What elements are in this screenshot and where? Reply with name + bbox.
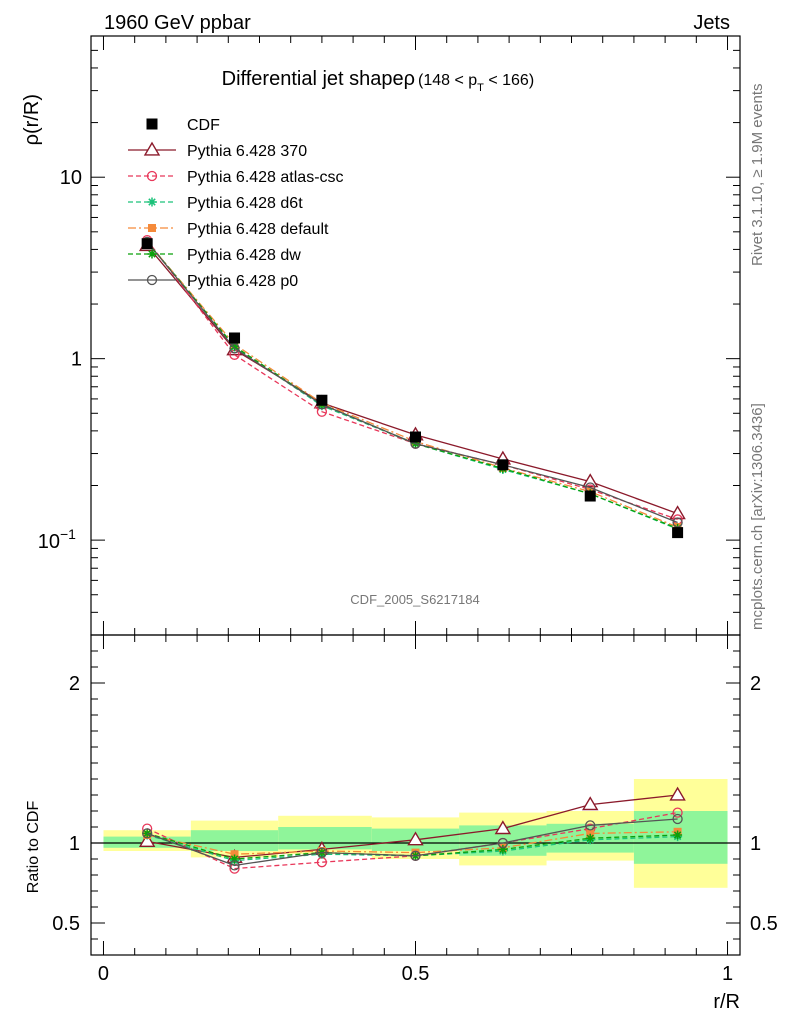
legend-entry-CDF: CDF — [146, 117, 220, 134]
ratio-point-p370 — [494, 820, 512, 835]
ratio-ytick-label-left: 0.5 — [52, 913, 80, 935]
main-point-CDF — [141, 238, 153, 250]
ratio-point-dw — [498, 844, 508, 854]
legend-marker-atlas — [146, 170, 158, 182]
main-series-CDF — [141, 238, 684, 539]
main-line-p0 — [146, 241, 678, 524]
legend-entry-default: Pythia 6.428 default — [128, 221, 329, 238]
legend-label-p370: Pythia 6.428 370 — [187, 143, 307, 160]
ratio-band-inner — [278, 827, 372, 850]
ratio-point-p0 — [497, 837, 509, 849]
ratio-point-default — [586, 829, 595, 838]
ratio-point-p0 — [672, 813, 683, 825]
main-title-range-start: (148 < p — [418, 72, 477, 89]
main-ytick-label-0.1: 10 — [38, 531, 60, 553]
main-point-CDF — [497, 459, 509, 471]
legend-label-CDF: CDF — [187, 117, 220, 134]
legend: CDF Pythia 6.428 370 Pythia 6.428 atlas-cs… — [128, 117, 344, 290]
watermark: CDF_2005_S6217184 — [350, 592, 479, 607]
main-point-dw — [230, 341, 240, 351]
ratio-ytick-label-right: 1 — [750, 833, 761, 855]
main-title-range-end: < 166) — [484, 72, 534, 89]
legend-label-default: Pythia 6.428 default — [187, 221, 329, 238]
main-ytick-label-1: 1 — [71, 349, 82, 371]
legend-label-atlas: Pythia 6.428 atlas-csc — [187, 169, 344, 186]
main-point-CDF — [316, 394, 328, 406]
legend-marker-dw — [147, 249, 157, 259]
xtick-label: 0 — [98, 963, 109, 985]
ratio-point-p370 — [407, 831, 424, 846]
ratio-line-p0 — [146, 818, 678, 867]
x-axis-label: r/R — [713, 991, 740, 1013]
mcplots-label: mcplots.cern.ch [arXiv:1306.3436] — [749, 403, 766, 630]
main-ytick-label-10: 10 — [60, 167, 82, 189]
main-point-CDF — [584, 490, 596, 502]
ratio-point-p0 — [316, 847, 328, 858]
ratio-point-p0 — [585, 820, 596, 831]
main-point-p0 — [672, 517, 683, 528]
ratio-plot-panel: 0.5 0.5 1 1 2 2 0 0.5 1 Ratio to CDF r/R — [25, 634, 778, 1013]
ratio-point-p0 — [410, 850, 421, 861]
header-left: 1960 GeV ppbar — [104, 12, 251, 34]
ratio-ylabel: Ratio to CDF — [25, 801, 42, 894]
rivet-label: Rivet 3.1.10, ≥ 1.9M events — [749, 84, 766, 267]
legend-label-d6t: Pythia 6.428 d6t — [187, 195, 303, 212]
ratio-ytick-label-left: 2 — [69, 673, 80, 695]
ratio-band-inner — [190, 830, 279, 851]
legend-marker-CDF — [146, 118, 158, 130]
ratio-point-dw — [230, 854, 240, 864]
legend-label-p0: Pythia 6.428 p0 — [187, 273, 298, 290]
main-point-p0 — [229, 343, 240, 354]
main-point-CDF — [672, 527, 684, 539]
main-point-p370 — [669, 505, 686, 520]
legend-entry-p370: Pythia 6.428 370 — [128, 141, 307, 160]
ratio-point-p370 — [669, 786, 686, 801]
ratio-point-p370 — [582, 796, 599, 811]
legend-marker-d6t — [147, 197, 157, 207]
main-point-CDF — [410, 431, 421, 443]
main-point-CDF — [229, 332, 241, 344]
legend-marker-default — [148, 224, 156, 232]
main-title: Differential jet shapeρ — [222, 68, 415, 90]
xtick-label: 1 — [722, 963, 733, 985]
ratio-point-p0 — [142, 828, 153, 839]
legend-label-dw: Pythia 6.428 dw — [187, 247, 301, 264]
main-ytick-label-0.1-exponent: −1 — [60, 526, 76, 542]
ratio-point-dw — [585, 833, 595, 843]
header-right: Jets — [693, 12, 730, 34]
legend-marker-p0 — [146, 274, 158, 286]
ratio-line-atlas — [146, 811, 678, 870]
main-ylabel: ρ(r/R) — [21, 94, 43, 145]
ratio-series-p0 — [142, 813, 683, 871]
ratio-ytick-label-right: 2 — [750, 673, 761, 695]
main-title-range: (148 < pT < 166) — [418, 72, 534, 94]
ratio-point-atlas — [672, 807, 683, 818]
ratio-point-default — [230, 850, 239, 859]
ratio-ytick-label-left: 1 — [69, 833, 80, 855]
main-point-p370 — [582, 473, 599, 488]
main-title-range-sub: T — [477, 82, 484, 94]
legend-entry-dw: Pythia 6.428 dw — [128, 247, 301, 264]
xtick-label: 0.5 — [402, 963, 430, 985]
legend-entry-atlas: Pythia 6.428 atlas-csc — [128, 169, 344, 186]
ratio-point-dw — [142, 828, 152, 838]
legend-marker-p370 — [143, 141, 161, 156]
ratio-ytick-label-right: 0.5 — [750, 913, 778, 935]
ratio-point-p370 — [138, 833, 156, 847]
ratio-point-p0 — [229, 860, 240, 871]
ratio-point-dw — [673, 830, 683, 840]
legend-entry-d6t: Pythia 6.428 d6t — [128, 195, 303, 212]
legend-entry-p0: Pythia 6.428 p0 — [128, 273, 298, 290]
